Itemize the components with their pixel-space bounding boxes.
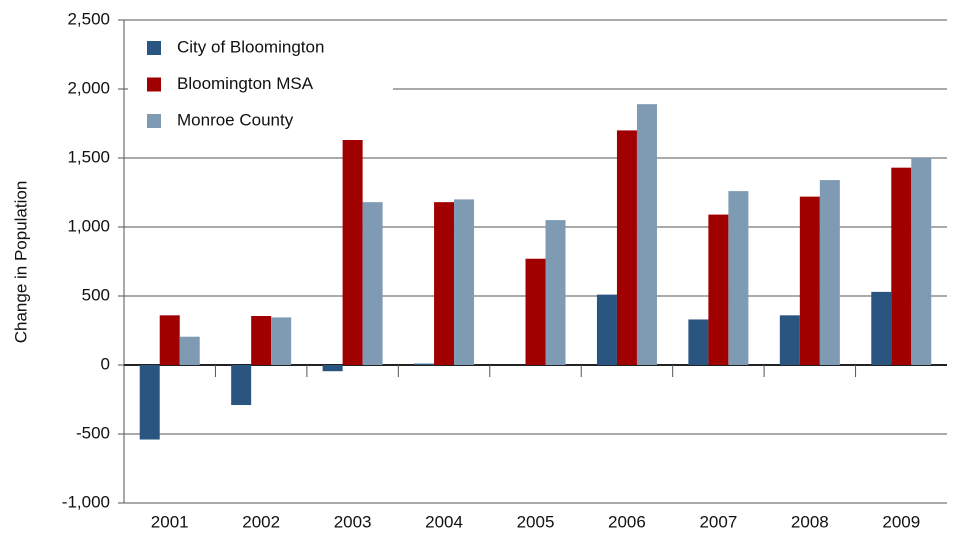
bar: [891, 167, 912, 365]
bar: [271, 317, 292, 365]
bar: [454, 199, 475, 365]
y-axis-label: Change in Population: [11, 181, 30, 344]
legend-swatch: [147, 77, 161, 92]
bar: [139, 365, 160, 440]
bar: [779, 315, 800, 365]
x-tick-label: 2003: [334, 512, 372, 531]
bar: [911, 158, 932, 365]
bar: [545, 220, 566, 365]
legend-background: [128, 28, 393, 140]
bar: [179, 336, 200, 365]
bar: [231, 365, 252, 406]
y-tick-label: -1,000: [62, 492, 110, 511]
x-tick-label: 2007: [699, 512, 737, 531]
bar: [414, 363, 435, 365]
bar: [799, 196, 820, 365]
x-tick-label: 2001: [151, 512, 189, 531]
legend-label: Monroe County: [177, 110, 294, 129]
bar: [251, 316, 272, 365]
x-tick-label: 2006: [608, 512, 646, 531]
bar: [871, 291, 892, 365]
y-tick-label: 0: [101, 354, 110, 373]
bar: [159, 315, 180, 365]
bar: [434, 202, 455, 365]
bar: [525, 258, 546, 365]
bar: [342, 138, 363, 365]
bar: [728, 191, 749, 365]
x-tick-label: 2008: [791, 512, 829, 531]
x-tick-label: 2009: [882, 512, 920, 531]
x-tick-label: 2004: [425, 512, 463, 531]
legend-swatch: [147, 114, 161, 128]
legend-label: City of Bloomington: [177, 37, 324, 56]
bar: [596, 294, 617, 365]
legend-label: Bloomington MSA: [177, 74, 314, 93]
y-tick-label: -500: [76, 423, 110, 442]
bar: [708, 214, 729, 365]
bar: [322, 365, 343, 372]
y-tick-label: 2,000: [67, 78, 110, 97]
y-tick-label: 500: [82, 285, 110, 304]
y-tick-label: 1,000: [67, 216, 110, 235]
y-tick-label: 2,500: [67, 9, 110, 28]
bar: [636, 104, 657, 366]
bar: [819, 180, 840, 365]
x-tick-label: 2005: [517, 512, 555, 531]
bar: [616, 130, 637, 365]
x-tick-label: 2002: [242, 512, 280, 531]
legend-swatch: [147, 41, 161, 55]
y-tick-label: 1,500: [67, 147, 110, 166]
bar: [362, 202, 383, 365]
bar: [688, 319, 709, 365]
